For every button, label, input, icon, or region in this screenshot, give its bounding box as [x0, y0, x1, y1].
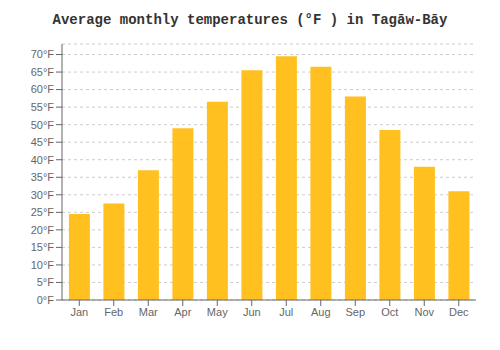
svg-text:Jun: Jun — [243, 306, 261, 318]
svg-text:45°F: 45°F — [31, 136, 55, 148]
svg-text:Nov: Nov — [414, 306, 434, 318]
svg-text:20°F: 20°F — [31, 224, 55, 236]
svg-text:35°F: 35°F — [31, 171, 55, 183]
svg-text:Jul: Jul — [279, 306, 293, 318]
svg-text:Feb: Feb — [104, 306, 123, 318]
svg-text:Dec: Dec — [449, 306, 469, 318]
svg-text:40°F: 40°F — [31, 154, 55, 166]
svg-text:60°F: 60°F — [31, 83, 55, 95]
svg-text:Mar: Mar — [139, 306, 158, 318]
svg-text:5°F: 5°F — [37, 276, 55, 288]
svg-text:Apr: Apr — [174, 306, 191, 318]
html-text:Average monthly temperatures (: Average monthly temperatures (°F ) in Ta… — [52, 12, 448, 28]
svg-text:0°F: 0°F — [37, 294, 55, 306]
svg-text:50°F: 50°F — [31, 119, 55, 131]
svg-text:70°F: 70°F — [31, 48, 55, 60]
svg-text:65°F: 65°F — [31, 66, 55, 78]
svg-text:25°F: 25°F — [31, 206, 55, 218]
svg-text:15°F: 15°F — [31, 241, 55, 253]
svg-text:Oct: Oct — [381, 306, 398, 318]
svg-text:55°F: 55°F — [31, 101, 55, 113]
svg-text:Aug: Aug — [311, 306, 331, 318]
svg-text:30°F: 30°F — [31, 189, 55, 201]
svg-text:Jan: Jan — [70, 306, 88, 318]
svg-text:Sep: Sep — [345, 306, 365, 318]
svg-text:10°F: 10°F — [31, 259, 55, 271]
svg-text:May: May — [207, 306, 228, 318]
